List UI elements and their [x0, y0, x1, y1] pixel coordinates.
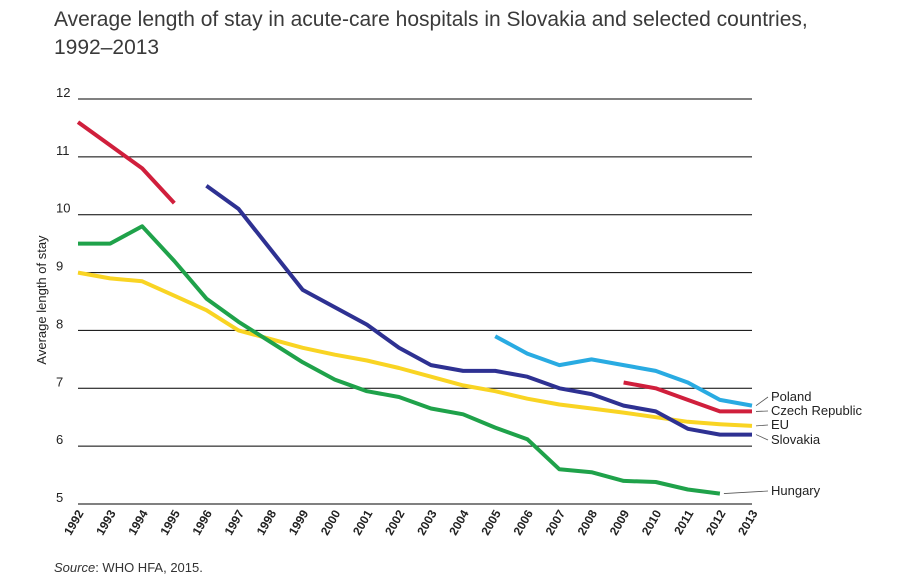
y-axis-label: Average length of stay: [34, 235, 49, 365]
x-tick-label: 2003: [414, 507, 440, 537]
x-tick-label: 2008: [575, 507, 601, 537]
x-tick-label: 2004: [446, 507, 472, 537]
y-tick-label: 10: [56, 201, 70, 216]
legend-label-poland: Poland: [771, 389, 811, 404]
x-tick-label: 2012: [703, 507, 729, 537]
x-tick-label: 2000: [318, 507, 344, 537]
legend-leader-poland: [755, 396, 769, 406]
legend-label-hungary: Hungary: [771, 483, 821, 498]
x-tick-label: 1993: [93, 507, 119, 537]
legend-leader-slovakia: [755, 434, 769, 441]
x-tick-label: 2013: [735, 507, 761, 537]
x-tick-label: 1995: [157, 507, 183, 537]
series-lines: [76, 120, 753, 496]
x-tick-label: 2009: [607, 507, 633, 537]
x-tick-label: 2010: [639, 507, 665, 537]
y-tick-label: 8: [56, 316, 63, 331]
series-line-slovakia-0: [205, 184, 752, 437]
series-line-eu-0: [77, 270, 753, 428]
x-tick-label: 2011: [671, 507, 696, 537]
series-line-czech-republic-0: [76, 120, 176, 205]
y-tick-label: 7: [56, 374, 63, 389]
chart-title: Average length of stay in acute-care hos…: [54, 6, 874, 62]
x-tick-label: 2006: [510, 507, 536, 537]
x-tick-label: 1999: [286, 507, 312, 537]
y-tick-label: 5: [56, 490, 63, 505]
x-axis-ticks: 1992 1993 1994 1995 1996 1997 1998 1999 2000 2001…: [61, 507, 761, 537]
legend-label-eu: EU: [771, 417, 789, 432]
x-tick-label: 2005: [478, 507, 504, 537]
legend-leader-eu: [755, 424, 769, 427]
legend-leader-hungary: [723, 490, 769, 494]
x-tick-label: 1998: [254, 507, 280, 537]
x-tick-label: 2001: [350, 507, 376, 537]
y-tick-label: 12: [56, 85, 70, 100]
x-tick-label: 2007: [543, 507, 569, 537]
y-tick-label: 11: [56, 143, 70, 158]
x-tick-label: 1996: [190, 507, 216, 537]
chart-title-line-1: Average length of stay in acute-care hos…: [54, 8, 808, 31]
series-line-czech-republic-1: [623, 380, 752, 414]
legend-label-czech-republic: Czech Republic: [771, 403, 863, 418]
legend-label-slovakia: Slovakia: [771, 432, 821, 447]
series-line-poland-0: [494, 334, 753, 408]
x-tick-label: 1994: [125, 507, 151, 537]
source-text: : WHO HFA, 2015.: [95, 560, 203, 575]
y-tick-label: 9: [56, 259, 63, 274]
gridlines: [78, 98, 752, 505]
series-line-hungary-0: [78, 224, 721, 496]
x-tick-label: 1997: [222, 507, 248, 537]
chart-title-line-2: 1992–2013: [54, 36, 160, 59]
source-note: Source: WHO HFA, 2015.: [54, 560, 203, 575]
x-tick-label: 1992: [61, 507, 87, 537]
source-label: Source: [54, 560, 96, 575]
y-axis-ticks: 5 6 7 8 9 10 11 12: [56, 85, 70, 505]
y-tick-label: 6: [56, 432, 63, 447]
x-tick-label: 2002: [382, 507, 408, 537]
